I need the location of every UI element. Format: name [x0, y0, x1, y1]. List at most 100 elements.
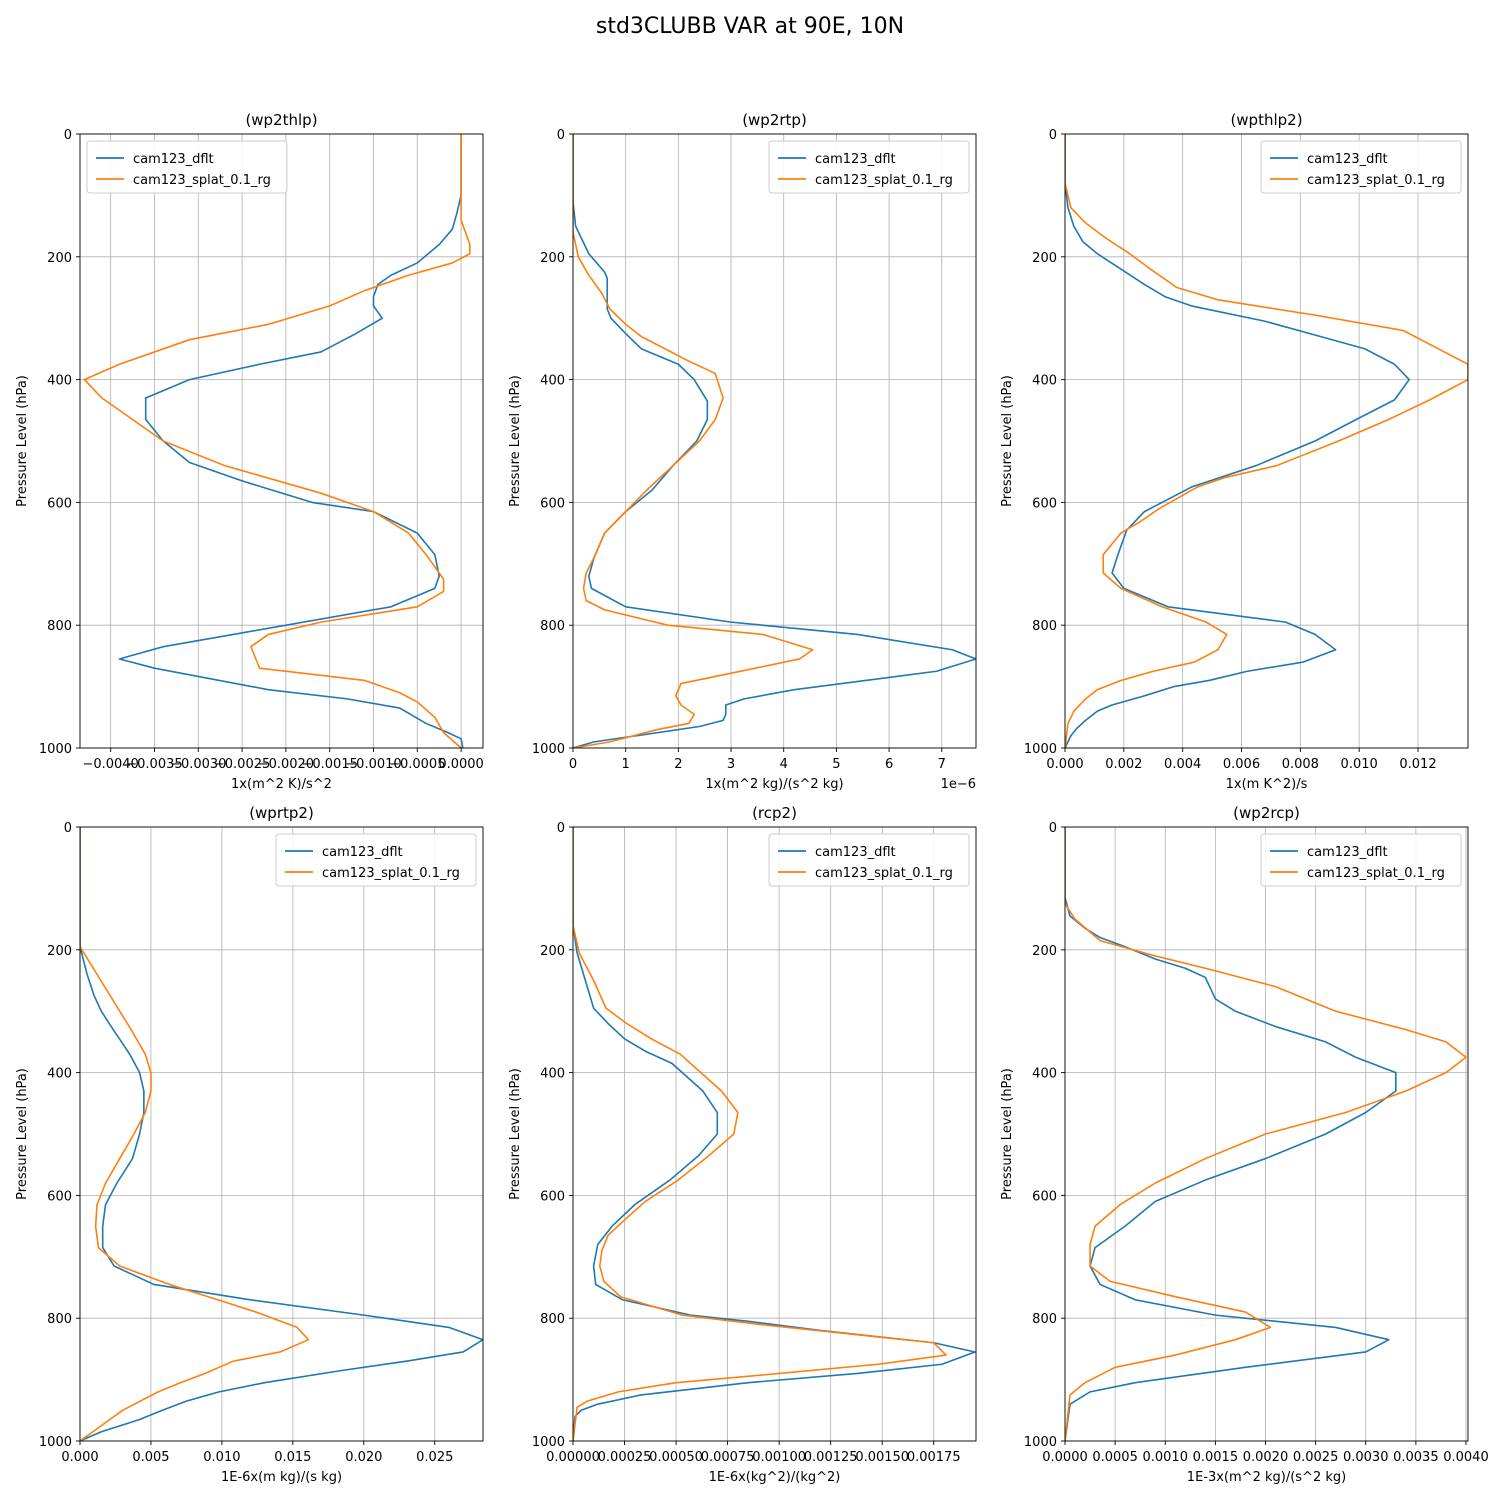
x-tick-label: −0.0020 — [258, 757, 314, 772]
series-group — [573, 134, 976, 748]
x-axis-label: 1x(m^2 kg)/(s^2 kg) — [705, 777, 843, 792]
series-group — [1065, 827, 1467, 1441]
legend-box — [1260, 140, 1462, 194]
legend: cam123_dflt cam123_splat_0.1_rg — [768, 140, 970, 194]
y-axis-label: Pressure Level (hPa) — [1000, 1068, 1015, 1200]
panel-title: (wp2rtp) — [742, 111, 807, 129]
y-tick-label: 200 — [1032, 251, 1057, 266]
series-line-1 — [118, 134, 464, 748]
series-line-1 — [573, 134, 976, 748]
y-tick-label: 1000 — [532, 1435, 565, 1450]
x-tick-label: 0.00050 — [649, 1450, 703, 1465]
x-tick-label: 0.0000 — [1042, 1450, 1088, 1465]
x-tick-label: 0.008 — [1282, 757, 1319, 772]
x-tick-label: 0.010 — [1341, 757, 1378, 772]
x-tick-label: 0.002 — [1105, 757, 1142, 772]
x-tick-label: 0.0000 — [438, 757, 484, 772]
y-tick-label: 1000 — [39, 742, 72, 757]
x-tick-label: 0.005 — [132, 1450, 169, 1465]
x-tick-label: −0.0005 — [389, 757, 445, 772]
x-axis-label: 1E-6x(kg^2)/(kg^2) — [709, 1470, 841, 1485]
legend-label-1: cam123_dflt — [133, 152, 214, 167]
y-tick-label: 1000 — [39, 1435, 72, 1450]
legend-label-1: cam123_dflt — [1307, 845, 1388, 860]
panel-3: 0.000 0.002 0.004 0.006 0.008 0.010 0.012 0 200 4… — [1000, 111, 1469, 792]
x-tick-label: 0.00000 — [546, 1450, 600, 1465]
y-tick-label: 400 — [47, 1067, 72, 1082]
y-tick-label: 400 — [1032, 374, 1057, 389]
figure-suptitle: std3CLUBB VAR at 90E, 10N — [595, 14, 905, 39]
legend: cam123_dflt cam123_splat_0.1_rg — [275, 833, 477, 887]
x-tick-label: −0.0015 — [301, 757, 357, 772]
series-line-2 — [80, 827, 310, 1441]
x-tick-label: 0.0010 — [1142, 1450, 1188, 1465]
x-tick-label: 0.000 — [61, 1450, 98, 1465]
legend-label-2: cam123_splat_0.1_rg — [1307, 866, 1445, 881]
y-tick-label: 800 — [1032, 619, 1057, 634]
x-tick-label: 1 — [622, 757, 630, 772]
panel-1: −0.0040−0.0035−0.0030−0.0025−0.0020−0.00… — [15, 111, 484, 792]
x-tick-label: 0.00025 — [598, 1450, 652, 1465]
legend-box — [1260, 833, 1462, 887]
y-tick-label: 400 — [1032, 1067, 1057, 1082]
x-tick-label: 4 — [780, 757, 788, 772]
legend-label-2: cam123_splat_0.1_rg — [133, 173, 271, 188]
x-tick-label: 0.025 — [416, 1450, 453, 1465]
y-tick-label: 800 — [540, 619, 565, 634]
y-tick-label: 0 — [557, 128, 565, 143]
series-line-1 — [80, 827, 483, 1441]
legend-label-2: cam123_splat_0.1_rg — [1307, 173, 1445, 188]
axes-frame — [79, 826, 484, 1442]
x-tick-label: 0.015 — [274, 1450, 311, 1465]
y-tick-label: 600 — [1032, 1189, 1057, 1204]
legend: cam123_dflt cam123_splat_0.1_rg — [1260, 140, 1462, 194]
y-axis-label: Pressure Level (hPa) — [15, 1068, 30, 1200]
y-tick-label: 0 — [64, 128, 72, 143]
legend-label-1: cam123_dflt — [815, 845, 896, 860]
y-tick-label: 600 — [47, 496, 72, 511]
legend-box — [86, 140, 288, 194]
panel-title: (wprtp2) — [249, 804, 314, 822]
legend-label-2: cam123_splat_0.1_rg — [815, 866, 953, 881]
x-tick-label: 0.00175 — [907, 1450, 961, 1465]
x-tick-label: 0.0030 — [1343, 1450, 1389, 1465]
x-tick-label: 0.0040 — [1443, 1450, 1489, 1465]
panel-2: 0 1 2 3 4 5 6 7 0 200 400 600 800 1000 (wp2rtp) 1x(m^2 … — [508, 111, 977, 792]
x-offset-label: 1e−6 — [941, 777, 976, 792]
legend: cam123_dflt cam123_splat_0.1_rg — [1260, 833, 1462, 887]
x-tick-label: 6 — [885, 757, 893, 772]
x-tick-label: 0.004 — [1164, 757, 1201, 772]
x-tick-label: 0.006 — [1223, 757, 1260, 772]
panel-title: (wpthlp2) — [1230, 111, 1302, 129]
panel-6: 0.0000 0.0005 0.0010 0.0015 0.0020 0.0025 0.00… — [1000, 804, 1489, 1485]
y-tick-label: 600 — [540, 1189, 565, 1204]
axes-frame — [572, 826, 977, 1442]
y-axis-label: Pressure Level (hPa) — [508, 375, 523, 507]
x-tick-label: 2 — [674, 757, 682, 772]
x-tick-label: 0.0020 — [1243, 1450, 1289, 1465]
x-tick-label: 0.000 — [1046, 757, 1083, 772]
y-tick-label: 400 — [540, 1067, 565, 1082]
y-tick-label: 200 — [47, 944, 72, 959]
series-line-1 — [573, 827, 976, 1441]
x-tick-label: 0.0035 — [1393, 1450, 1439, 1465]
panel-4: 0.000 0.005 0.010 0.015 0.020 0.025 0 200 400 600… — [15, 804, 484, 1485]
y-tick-label: 800 — [1032, 1312, 1057, 1327]
series-line-2 — [573, 827, 947, 1441]
series-line-1 — [1065, 827, 1397, 1441]
panel-5: 0.000000.000250.000500.000750.001000.001… — [508, 804, 977, 1485]
series-line-2 — [1065, 134, 1468, 748]
x-tick-label: 5 — [832, 757, 840, 772]
axes-frame — [1064, 826, 1469, 1442]
x-tick-label: −0.0030 — [170, 757, 226, 772]
x-tick-label: 3 — [727, 757, 735, 772]
axes-frame — [572, 133, 977, 749]
x-axis-label: 1x(m^2 K)/s^2 — [231, 777, 332, 792]
legend-label-2: cam123_splat_0.1_rg — [322, 866, 460, 881]
x-tick-label: 0.0005 — [1092, 1450, 1138, 1465]
panel-title: (wp2thlp) — [245, 111, 317, 129]
x-tick-label: −0.0040 — [82, 757, 138, 772]
x-tick-label: 0.00150 — [855, 1450, 909, 1465]
x-axis-label: 1E-3x(m^2 kg)/(s^2 kg) — [1187, 1470, 1346, 1485]
